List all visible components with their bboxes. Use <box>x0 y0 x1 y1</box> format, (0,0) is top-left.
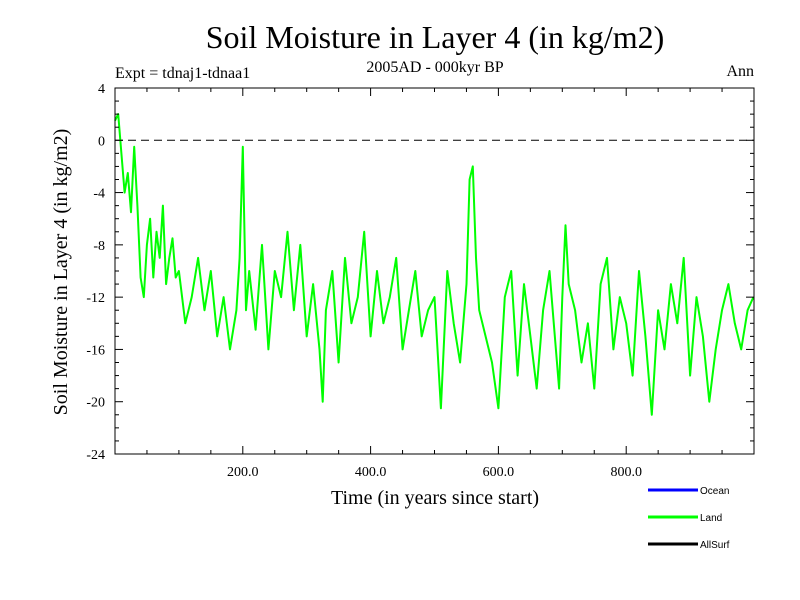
legend-label-ocean: Ocean <box>700 486 729 497</box>
y-tick-label: -20 <box>86 396 105 411</box>
y-tick-label: -12 <box>86 291 105 306</box>
x-tick-label: 600.0 <box>483 465 515 480</box>
y-tick-label: -24 <box>86 448 105 463</box>
chart-title: Soil Moisture in Layer 4 (in kg/m2) <box>206 19 665 55</box>
x-tick-label: 800.0 <box>610 465 642 480</box>
y-tick-label: 0 <box>98 134 105 149</box>
legend-label-allsurf: AllSurf <box>700 540 730 551</box>
x-tick-label: 400.0 <box>355 465 387 480</box>
x-axis-label: Time (in years since start) <box>331 487 539 509</box>
legend-label-land: Land <box>700 513 722 524</box>
chart-subtitle: 2005AD - 000kyr BP <box>366 59 503 76</box>
y-axis-label: Soil Moisture in Layer 4 (in kg/m2) <box>50 129 72 416</box>
y-tick-label: -8 <box>93 239 105 254</box>
axes: 4 0 -4 -8 -12 -16 -20 -24 200.0 400.0 600.0 800.0 <box>86 82 755 480</box>
plot-area <box>114 113 755 416</box>
season-label: Ann <box>726 63 754 80</box>
y-tick-label: -16 <box>86 343 105 358</box>
series-line-land <box>114 113 755 416</box>
legend: Ocean Land AllSurf <box>648 486 730 551</box>
y-tick-label: 4 <box>98 82 105 97</box>
experiment-label: Expt = tdnaj1-tdnaa1 <box>115 65 250 82</box>
y-tick-label: -4 <box>93 187 105 202</box>
x-tick-label: 200.0 <box>227 465 259 480</box>
